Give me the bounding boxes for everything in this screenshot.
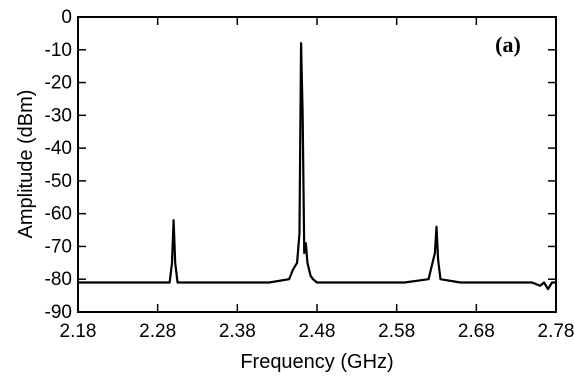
y-tick-label: -20 bbox=[45, 73, 72, 94]
panel-label: (a) bbox=[495, 32, 521, 57]
y-tick-label: -90 bbox=[45, 302, 72, 323]
x-tick-label: 2.78 bbox=[538, 321, 574, 342]
y-axis-title: Amplitude (dBm) bbox=[15, 90, 37, 239]
x-tick-label: 2.58 bbox=[378, 321, 415, 342]
x-tick-label: 2.18 bbox=[60, 321, 97, 342]
plot-frame bbox=[77, 16, 557, 313]
x-tick-label: 2.28 bbox=[139, 321, 176, 342]
y-tick-label: -40 bbox=[45, 138, 72, 159]
series-group bbox=[78, 42, 556, 291]
x-axis-ticks bbox=[77, 17, 557, 312]
y-tick-label: -70 bbox=[45, 236, 72, 257]
y-tick-label: 0 bbox=[61, 7, 72, 28]
y-axis-tick-labels: 0 -10 -20 -30 -40 -50 -60 -70 -80 -90 bbox=[45, 7, 72, 323]
x-tick-label: 2.48 bbox=[299, 321, 336, 342]
x-axis-tick-labels: 2.18 2.28 2.38 2.48 2.58 2.68 2.78 bbox=[60, 321, 574, 342]
x-tick-label: 2.68 bbox=[458, 321, 495, 342]
y-tick-label: -50 bbox=[45, 171, 72, 192]
y-tick-label: -10 bbox=[45, 40, 72, 61]
x-axis-title: Frequency (GHz) bbox=[240, 351, 393, 373]
x-tick-label: 2.38 bbox=[219, 321, 256, 342]
y-axis-ticks bbox=[78, 16, 556, 313]
y-tick-label: -80 bbox=[45, 269, 72, 290]
spectrum-trace-line bbox=[78, 42, 556, 291]
y-tick-label: -30 bbox=[45, 105, 72, 126]
y-tick-label: -60 bbox=[45, 204, 72, 225]
